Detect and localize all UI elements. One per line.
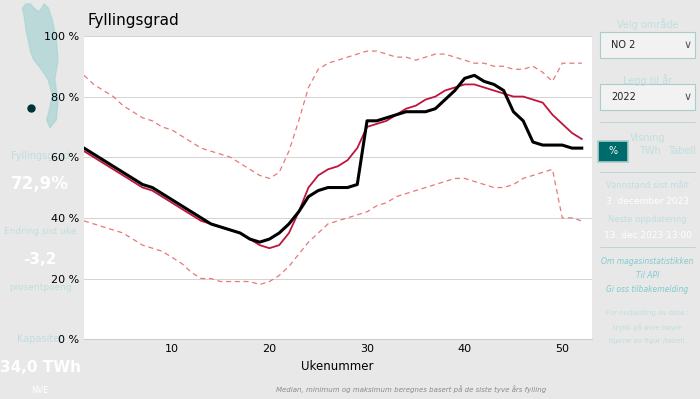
Text: Fyllingsgrad: Fyllingsgrad bbox=[88, 13, 179, 28]
Text: Median, minimum og maksimum beregnes basert på de siste tyve års fylling: Median, minimum og maksimum beregnes bas… bbox=[276, 385, 547, 393]
Text: hjørne av figur /tabell.: hjørne av figur /tabell. bbox=[608, 338, 687, 344]
Text: Legg til år: Legg til år bbox=[623, 74, 672, 86]
FancyBboxPatch shape bbox=[601, 84, 694, 110]
X-axis label: Ukenummer: Ukenummer bbox=[302, 359, 374, 373]
Text: %: % bbox=[608, 146, 617, 156]
Text: trykk på øvre høyre: trykk på øvre høyre bbox=[613, 323, 682, 331]
Text: Til API: Til API bbox=[636, 271, 659, 280]
Text: NO 2: NO 2 bbox=[610, 40, 635, 50]
Text: Kapasitet: Kapasitet bbox=[18, 334, 63, 344]
Text: prosentpoeng: prosentpoeng bbox=[9, 283, 71, 292]
Text: NVE: NVE bbox=[32, 386, 49, 395]
Text: Visning: Visning bbox=[630, 132, 665, 143]
Text: ∨: ∨ bbox=[683, 40, 692, 50]
Text: TWh: TWh bbox=[638, 146, 661, 156]
Text: Neste oppdatering: Neste oppdatering bbox=[608, 215, 687, 224]
FancyBboxPatch shape bbox=[598, 141, 627, 162]
Text: 72,9%: 72,9% bbox=[11, 174, 69, 193]
Text: Vannstand sist målt: Vannstand sist målt bbox=[606, 181, 689, 190]
Polygon shape bbox=[22, 4, 58, 128]
Text: Fyllingsgrad: Fyllingsgrad bbox=[11, 150, 69, 161]
Text: 13. dec 2023 13:00: 13. dec 2023 13:00 bbox=[603, 231, 692, 240]
Text: -3,2: -3,2 bbox=[24, 252, 57, 267]
Text: Endring sist uke: Endring sist uke bbox=[4, 227, 76, 236]
Text: For nedlasting av data :: For nedlasting av data : bbox=[606, 310, 689, 316]
Text: 34,0 TWh: 34,0 TWh bbox=[0, 359, 80, 375]
Text: ∨: ∨ bbox=[683, 91, 692, 102]
Text: Om magasinstatistikken: Om magasinstatistikken bbox=[601, 257, 694, 266]
Text: Velg område: Velg område bbox=[617, 18, 678, 30]
Text: Gi oss tilbakemelding: Gi oss tilbakemelding bbox=[606, 285, 689, 294]
Text: Tabell: Tabell bbox=[668, 146, 696, 156]
FancyBboxPatch shape bbox=[601, 32, 694, 58]
Text: 3. december 2023: 3. december 2023 bbox=[606, 197, 689, 206]
Text: 2022: 2022 bbox=[610, 91, 636, 102]
